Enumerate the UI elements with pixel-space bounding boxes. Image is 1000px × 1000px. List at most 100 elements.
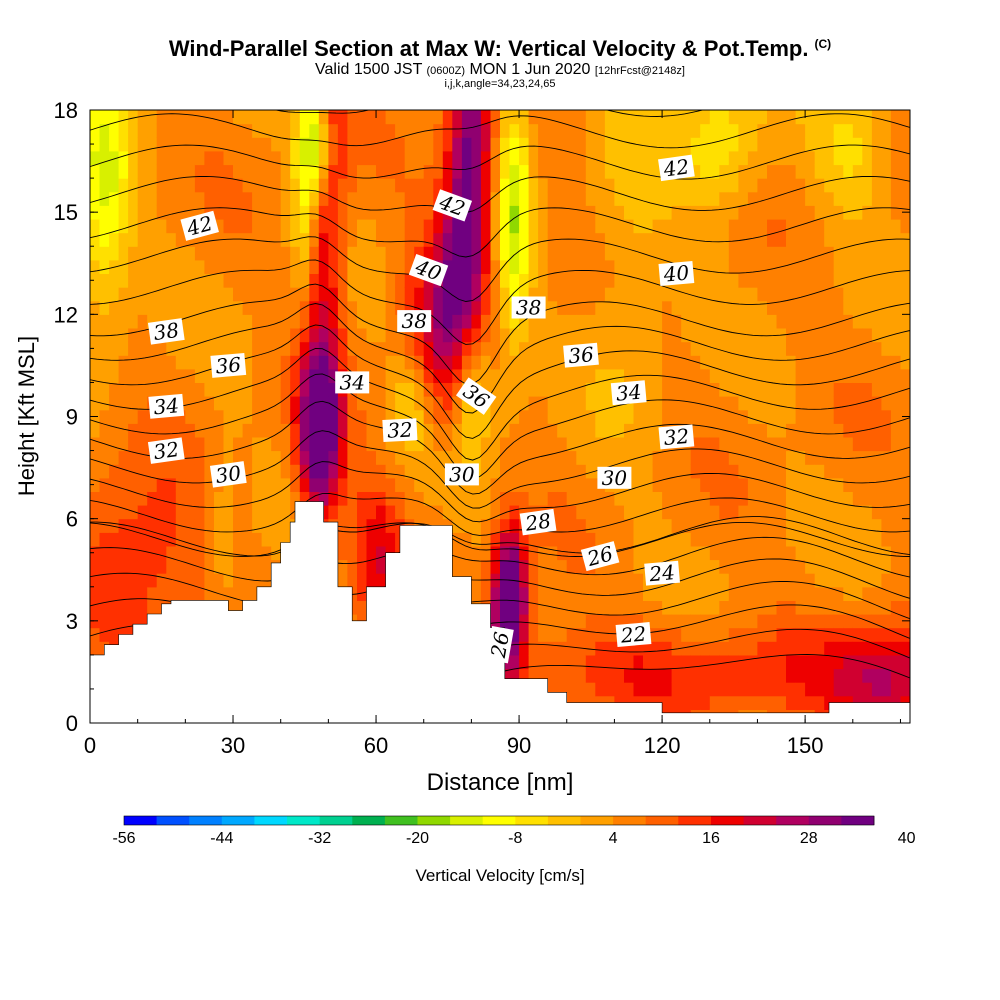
- heatmap-cell: [290, 314, 301, 329]
- heatmap-cell: [118, 314, 129, 329]
- heatmap-cell: [223, 273, 234, 288]
- heatmap-cell: [747, 518, 758, 533]
- heatmap-cell: [137, 614, 148, 629]
- heatmap-cell: [700, 518, 711, 533]
- heatmap-cell: [318, 341, 329, 356]
- heatmap-cell: [166, 477, 177, 492]
- heatmap-cell: [662, 314, 673, 329]
- heatmap-cell: [776, 464, 787, 479]
- heatmap-cell: [318, 219, 329, 234]
- theta-contour-line: [90, 283, 910, 385]
- heatmap-cell: [805, 328, 816, 343]
- heatmap-cell: [118, 518, 129, 533]
- heatmap-cell: [109, 287, 120, 302]
- heatmap-cell: [652, 668, 663, 683]
- heatmap-cell: [814, 436, 825, 452]
- heatmap-cell: [519, 559, 530, 574]
- heatmap-cell: [261, 328, 272, 343]
- heatmap-cell: [557, 450, 568, 465]
- heatmap-cell: [357, 205, 368, 220]
- heatmap-cell: [509, 641, 520, 656]
- heatmap-cell: [585, 246, 596, 261]
- heatmap-cell: [242, 464, 253, 479]
- heatmap-cell: [118, 396, 129, 411]
- heatmap-cell: [624, 273, 635, 288]
- heatmap-cell: [156, 164, 167, 179]
- heatmap-cell: [175, 178, 186, 193]
- heatmap-cell: [328, 355, 339, 370]
- heatmap-cell: [576, 123, 587, 138]
- heatmap-cell: [595, 164, 606, 179]
- heatmap-cell: [614, 368, 625, 383]
- heatmap-cell: [461, 137, 472, 152]
- heatmap-cell: [290, 477, 301, 492]
- heatmap-cell: [747, 695, 758, 710]
- valid-time: Valid 1500 JST: [315, 61, 423, 78]
- heatmap-cell: [900, 246, 910, 261]
- heatmap-cell: [767, 368, 778, 383]
- heatmap-cell: [652, 505, 663, 520]
- heatmap-cell: [824, 532, 835, 547]
- heatmap-cell: [90, 178, 101, 193]
- heatmap-cell: [776, 164, 787, 179]
- heatmap-cell: [719, 259, 730, 274]
- heatmap-cell: [461, 341, 472, 356]
- heatmap-cell: [357, 518, 368, 533]
- heatmap-cell: [604, 614, 615, 629]
- heatmap-cell: [528, 273, 539, 288]
- heatmap-cell: [652, 491, 663, 506]
- heatmap-cell: [223, 559, 234, 574]
- heatmap-cell: [309, 409, 320, 424]
- heatmap-cell: [223, 178, 234, 193]
- heatmap-cell: [452, 150, 463, 166]
- heatmap-cell: [233, 573, 244, 588]
- heatmap-cell: [271, 164, 282, 179]
- heatmap-cell: [137, 600, 148, 615]
- heatmap-cell: [890, 450, 901, 465]
- heatmap-cell: [786, 559, 797, 574]
- heatmap-cell: [814, 682, 825, 697]
- heatmap-cell: [824, 287, 835, 302]
- heatmap-cell: [862, 382, 873, 397]
- heatmap-cell: [871, 477, 882, 492]
- heatmap-cell: [709, 178, 720, 193]
- heatmap-cell: [118, 205, 129, 220]
- heatmap-cell: [242, 423, 253, 438]
- heatmap-cell: [404, 382, 415, 397]
- heatmap-cell: [280, 219, 291, 234]
- heatmap-cell: [271, 491, 282, 506]
- heatmap-cell: [347, 341, 358, 356]
- heatmap-cell: [871, 232, 882, 247]
- heatmap-cell: [509, 150, 520, 166]
- heatmap-cell: [738, 137, 749, 152]
- heatmap-cell: [690, 273, 701, 288]
- heatmap-cell: [624, 450, 635, 465]
- heatmap-cell: [280, 477, 291, 492]
- heatmap-cell: [385, 396, 396, 411]
- heatmap-cell: [871, 505, 882, 520]
- heatmap-cell: [261, 123, 272, 138]
- heatmap-cell: [347, 464, 358, 479]
- heatmap-cell: [242, 314, 253, 329]
- heatmap-cell: [290, 464, 301, 479]
- heatmap-cell: [347, 477, 358, 492]
- heatmap-cell: [109, 178, 120, 193]
- heatmap-cell: [852, 423, 863, 438]
- heatmap-cell: [90, 586, 101, 601]
- heatmap-cell: [261, 505, 272, 520]
- heatmap-cell: [347, 505, 358, 520]
- theta-contour-line: [90, 236, 910, 302]
- heatmap-cell: [814, 545, 825, 561]
- heatmap-cell: [566, 532, 577, 547]
- heatmap-cell: [137, 246, 148, 261]
- heatmap-cell: [890, 518, 901, 533]
- heatmap-cell: [547, 123, 558, 138]
- heatmap-cell: [585, 273, 596, 288]
- heatmap-cell: [604, 273, 615, 288]
- heatmap-cell: [137, 150, 148, 166]
- heatmap-cell: [366, 164, 377, 179]
- heatmap-cell: [528, 654, 539, 670]
- heatmap-cell: [442, 123, 453, 138]
- heatmap-cell: [633, 178, 644, 193]
- heatmap-cell: [671, 491, 682, 506]
